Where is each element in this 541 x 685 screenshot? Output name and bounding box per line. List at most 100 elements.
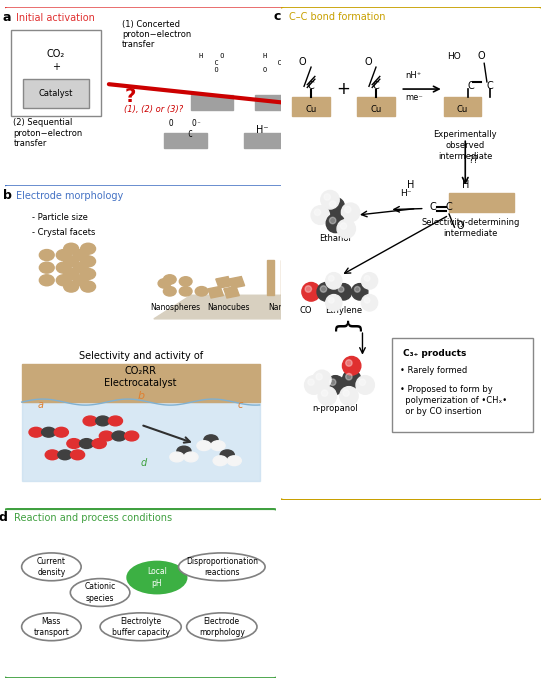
Circle shape	[342, 370, 361, 389]
Circle shape	[364, 275, 370, 282]
Bar	[318, 95, 361, 110]
Text: c: c	[238, 400, 243, 410]
Circle shape	[417, 279, 430, 289]
Circle shape	[316, 373, 322, 380]
Circle shape	[354, 286, 360, 292]
Circle shape	[335, 284, 352, 300]
Circle shape	[329, 201, 336, 208]
Circle shape	[58, 450, 72, 460]
Circle shape	[56, 249, 71, 260]
Text: me⁻: me⁻	[405, 92, 423, 102]
Text: - Particle size: - Particle size	[32, 212, 88, 221]
Text: O: O	[364, 57, 372, 66]
Text: Nanorods: Nanorods	[268, 303, 305, 312]
Circle shape	[359, 379, 366, 386]
Polygon shape	[154, 295, 387, 319]
Circle shape	[341, 203, 360, 222]
Text: • Pore size effects: • Pore size effects	[281, 260, 358, 269]
Circle shape	[81, 256, 96, 267]
Circle shape	[431, 279, 445, 289]
Circle shape	[56, 262, 71, 273]
Circle shape	[326, 214, 345, 233]
Circle shape	[431, 257, 445, 267]
Circle shape	[64, 269, 78, 279]
Circle shape	[326, 197, 345, 216]
Circle shape	[158, 279, 171, 288]
Text: O: O	[298, 57, 306, 66]
Circle shape	[42, 427, 56, 437]
Text: C₃₊ products: C₃₊ products	[403, 349, 466, 358]
Text: +: +	[52, 62, 60, 72]
Circle shape	[345, 206, 351, 213]
Circle shape	[446, 268, 460, 278]
Text: Current
density: Current density	[37, 557, 66, 577]
Circle shape	[39, 275, 54, 286]
Circle shape	[314, 209, 321, 216]
Circle shape	[346, 373, 352, 380]
Text: H: H	[461, 179, 469, 190]
Text: (2) Sequential
proton−electron
transfer: (2) Sequential proton−electron transfer	[14, 119, 83, 148]
Circle shape	[343, 390, 349, 397]
Circle shape	[461, 290, 474, 300]
Circle shape	[100, 431, 114, 441]
FancyBboxPatch shape	[279, 7, 541, 500]
Circle shape	[417, 257, 430, 267]
Text: • Rarely formed: • Rarely formed	[400, 366, 467, 375]
Text: HO  O
    C: HO O C	[392, 56, 414, 69]
Ellipse shape	[100, 613, 181, 640]
Circle shape	[163, 286, 176, 296]
Circle shape	[80, 438, 94, 449]
Bar	[267, 260, 274, 295]
Bar	[224, 286, 239, 298]
Text: Electrolyte
buffer capacity: Electrolyte buffer capacity	[111, 616, 170, 637]
Circle shape	[96, 416, 110, 426]
Circle shape	[338, 286, 344, 292]
Circle shape	[170, 452, 184, 462]
Text: a: a	[3, 11, 11, 24]
Circle shape	[83, 416, 97, 426]
Circle shape	[195, 286, 208, 296]
Bar	[22, 402, 260, 481]
Circle shape	[401, 268, 415, 278]
Text: O: O	[478, 51, 485, 61]
Circle shape	[326, 273, 342, 289]
Text: (3) Hydride transfer: (3) Hydride transfer	[334, 137, 418, 146]
Circle shape	[446, 279, 460, 289]
Bar	[292, 97, 330, 116]
Text: a: a	[38, 400, 44, 410]
FancyBboxPatch shape	[3, 185, 538, 345]
Bar	[208, 286, 223, 298]
Circle shape	[64, 243, 78, 254]
Ellipse shape	[22, 613, 81, 640]
Circle shape	[56, 275, 71, 286]
Text: Local
pH: Local pH	[147, 567, 167, 588]
Bar	[449, 193, 514, 212]
Circle shape	[352, 284, 368, 300]
Circle shape	[211, 440, 225, 451]
Circle shape	[326, 375, 345, 395]
Ellipse shape	[187, 613, 257, 640]
Circle shape	[92, 438, 106, 449]
Circle shape	[179, 277, 192, 286]
Text: c: c	[273, 10, 281, 23]
Circle shape	[340, 386, 358, 406]
Text: O: O	[456, 221, 464, 231]
Circle shape	[318, 386, 337, 406]
Circle shape	[197, 440, 211, 451]
Text: }: }	[332, 313, 360, 331]
Circle shape	[311, 206, 329, 225]
Ellipse shape	[22, 553, 81, 581]
Text: CO: CO	[299, 306, 312, 314]
Text: n-propanol: n-propanol	[313, 404, 358, 413]
Circle shape	[81, 243, 96, 254]
Text: Initial activation: Initial activation	[16, 13, 95, 23]
Circle shape	[73, 249, 88, 260]
Circle shape	[461, 268, 474, 278]
Bar	[164, 133, 207, 148]
Circle shape	[108, 416, 122, 426]
Text: HO: HO	[447, 51, 461, 61]
FancyBboxPatch shape	[23, 79, 89, 108]
Text: • Subsurface atoms: • Subsurface atoms	[408, 232, 492, 241]
FancyBboxPatch shape	[392, 338, 533, 432]
Text: Reaction and process conditions: Reaction and process conditions	[14, 513, 171, 523]
